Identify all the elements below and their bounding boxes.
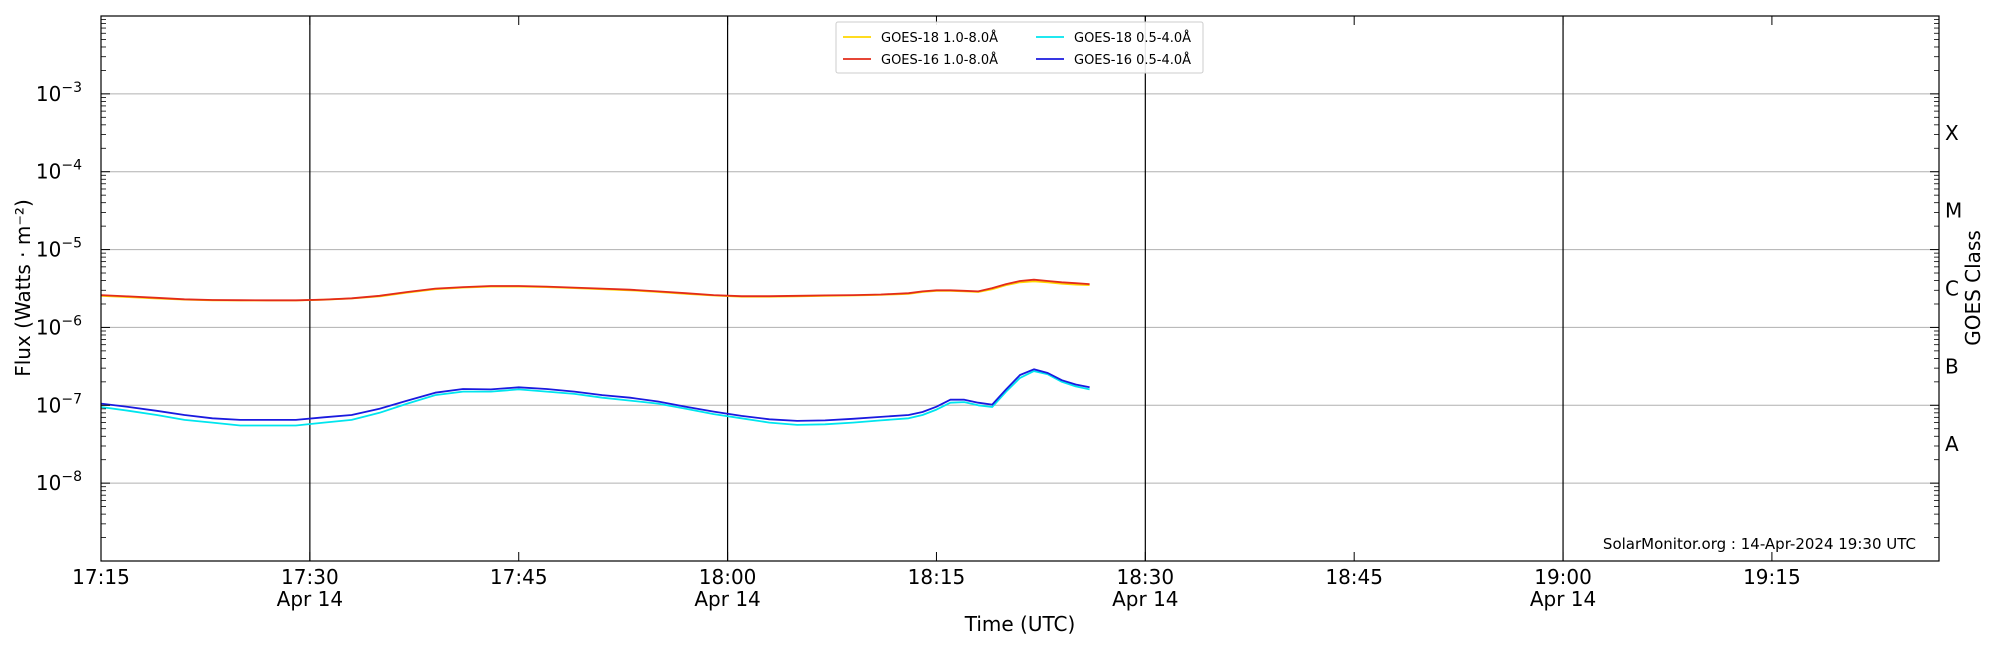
y-tick-base: 10 [36,315,61,339]
goes-class-label: B [1945,354,1959,378]
legend-label: GOES-18 1.0-8.0Å [881,30,998,46]
y-tick-base: 10 [36,160,61,184]
series-line-4 [100,368,1090,422]
vertical-date-lines [309,16,1564,561]
y-tick-label: 10−5 [36,236,82,262]
legend: GOES-18 1.0-8.0Å GOES-16 1.0-8.0Å GOES-18 … [835,21,1204,74]
x-tick-label: 18:30 [1116,565,1174,589]
x-tick-label: 17:45 [490,565,548,589]
y-tick-label: 10−3 [36,80,82,106]
y2-axis-title: GOES Class [1961,230,1985,346]
y-tick-exponent: −6 [61,313,82,329]
goes-class-label: M [1945,199,1962,223]
legend-label: GOES-16 1.0-8.0Å [881,52,998,68]
x-tick-date-label: Apr 14 [1112,587,1178,611]
x-axis-title: Time (UTC) [964,612,1076,636]
x-tick-date-label: Apr 14 [694,587,760,611]
y-tick-exponent: −8 [61,469,82,485]
x-tick-label: 18:00 [699,565,757,589]
legend-box [835,21,1204,74]
y-tick-exponent: −3 [61,80,82,96]
x-tick-label: 17:15 [72,565,130,589]
y-tick-base: 10 [36,471,61,495]
goes-class-label: A [1945,432,1959,456]
legend-label: GOES-18 0.5-4.0Å [1074,30,1191,46]
x-tick-label: 19:15 [1743,565,1801,589]
legend-label: GOES-16 0.5-4.0Å [1074,52,1191,68]
y-tick-base: 10 [36,393,61,417]
y-tick-exponent: −7 [61,391,82,407]
goes-class-label: X [1945,121,1959,145]
y-tick-label: 10−6 [36,313,82,339]
series-line-3 [100,370,1090,427]
y-tick-exponent: −4 [61,158,82,174]
x-tick-label: 18:15 [908,565,966,589]
grid-layer [101,93,1939,484]
x-tick-label: 17:30 [281,565,339,589]
y-axis-title: Flux (Watts · m⁻²) [11,199,35,377]
goes-class-label: C [1945,277,1959,301]
x-tick-label: 19:00 [1534,565,1592,589]
y-tick-exponent: −5 [61,236,82,252]
series-line-2 [100,278,1090,302]
x-tick-label: 18:45 [1325,565,1383,589]
y-tick-base: 10 [36,238,61,262]
y-tick-base: 10 [36,82,61,106]
y-tick-label: 10−7 [36,391,82,417]
x-tick-date-label: Apr 14 [277,587,343,611]
y-tick-label: 10−4 [36,158,82,184]
x-tick-date-label: Apr 14 [1530,587,1596,611]
credit-text: SolarMonitor.org : 14-Apr-2024 19:30 UTC [1603,535,1916,553]
series-layer [100,278,1090,427]
y-tick-label: 10−8 [36,469,82,495]
plot-frame [100,15,1940,562]
